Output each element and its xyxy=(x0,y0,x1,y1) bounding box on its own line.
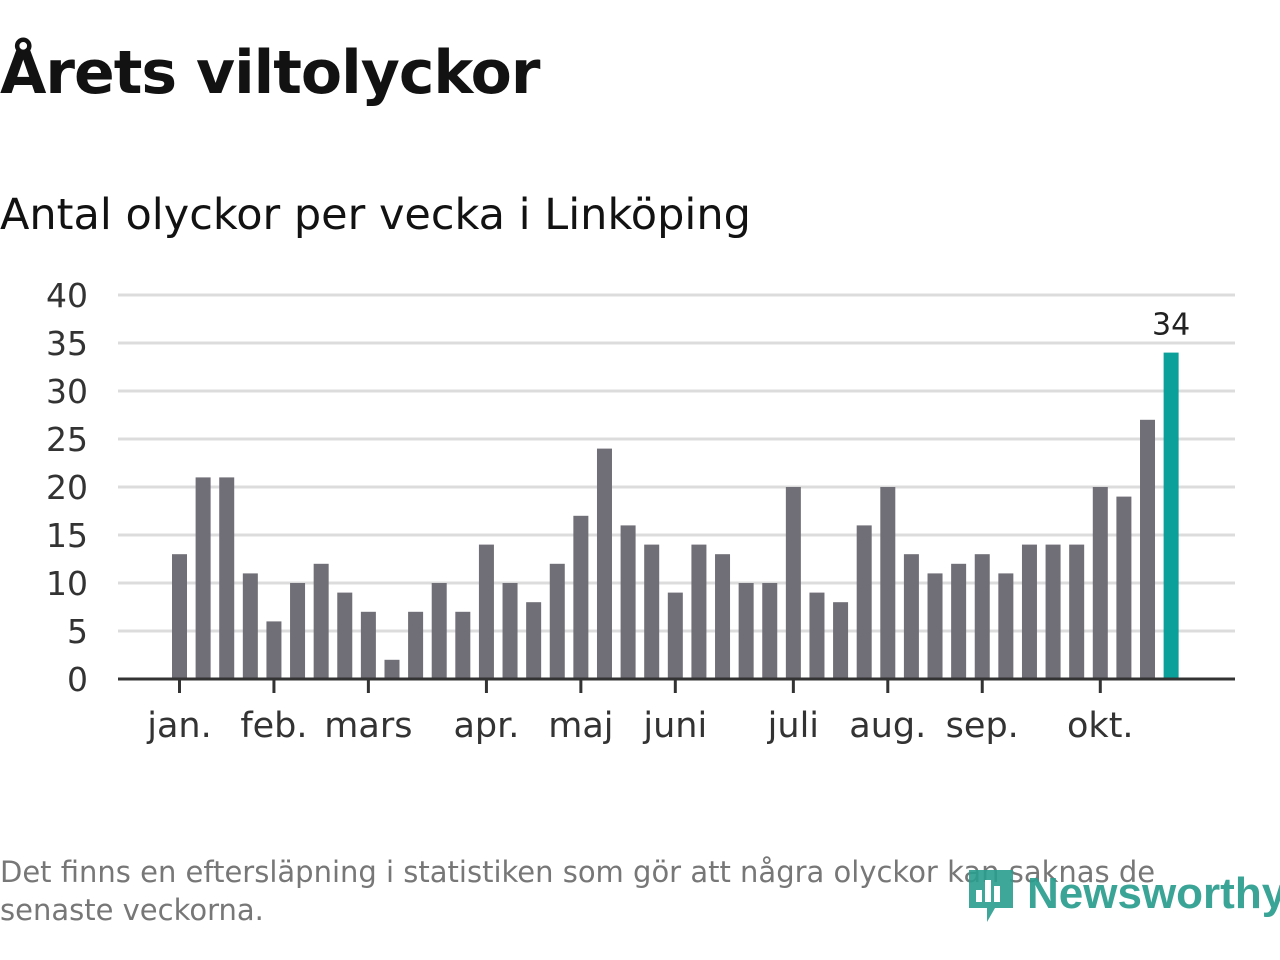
bar-week-13 xyxy=(455,611,471,679)
x-tick-label: jan. xyxy=(146,706,211,746)
bar-week-40 xyxy=(1092,487,1108,679)
bars xyxy=(172,352,1179,679)
bar-week-39 xyxy=(1069,544,1085,679)
bar-week-42 xyxy=(1140,419,1156,679)
y-tick-label: 20 xyxy=(46,468,88,507)
bar-week-37 xyxy=(1021,544,1037,679)
bar-week-7 xyxy=(313,563,329,679)
bar-week-27 xyxy=(785,487,801,679)
bar-week-12 xyxy=(431,583,447,679)
footnote: Det finns en eftersläpning i statistiken… xyxy=(0,855,1156,927)
bar-week-34 xyxy=(951,563,967,679)
bar-week-31 xyxy=(880,487,896,679)
y-tick-label: 5 xyxy=(67,612,88,651)
newsworthy-logo-icon xyxy=(969,870,1013,922)
bar-week-14 xyxy=(478,544,494,679)
y-tick-label: 40 xyxy=(46,276,88,315)
x-tick-label: juli xyxy=(767,706,819,746)
bar-week-3 xyxy=(219,477,235,679)
bar-week-43 xyxy=(1163,352,1179,679)
bar-week-4 xyxy=(242,573,258,679)
bar-week-38 xyxy=(1045,544,1061,679)
bar-week-23 xyxy=(691,544,707,679)
bar-week-15 xyxy=(502,583,518,679)
newsworthy-logo: Newsworthy xyxy=(965,862,1280,926)
y-tick-label: 30 xyxy=(46,372,88,411)
y-tick-label: 0 xyxy=(67,660,88,699)
bar-week-36 xyxy=(998,573,1014,679)
bar-week-21 xyxy=(644,544,660,679)
bar-week-30 xyxy=(856,525,872,679)
bar-week-25 xyxy=(738,583,754,679)
bar-week-10 xyxy=(384,659,400,679)
data-labels: 34 xyxy=(1152,308,1190,343)
bar-week-18 xyxy=(573,515,589,679)
bar-week-28 xyxy=(809,592,825,679)
bar-week-41 xyxy=(1116,496,1132,679)
x-tick-label: feb. xyxy=(240,706,307,746)
brand-name: Newsworthy xyxy=(1027,869,1280,918)
bar-week-5 xyxy=(266,621,282,679)
x-tick-label: aug. xyxy=(849,706,926,746)
gridlines xyxy=(118,293,1235,633)
x-tick-label: juni xyxy=(642,706,707,746)
bar-week-22 xyxy=(667,592,683,679)
bar-week-29 xyxy=(833,602,849,679)
x-tick-label: maj xyxy=(548,706,613,746)
x-tick-label: okt. xyxy=(1067,706,1134,746)
bar-week-20 xyxy=(620,525,636,679)
y-axis-ticks: 0 5 10 15 20 25 30 35 40 xyxy=(46,276,88,699)
bar-week-24 xyxy=(715,554,731,679)
bar-week-19 xyxy=(596,448,612,679)
bar-week-11 xyxy=(408,611,424,679)
bar-week-9 xyxy=(360,611,376,679)
y-tick-label: 25 xyxy=(46,420,88,459)
highlight-data-label: 34 xyxy=(1152,308,1190,343)
bar-week-6 xyxy=(290,583,306,679)
chart-subtitle: Antal olyckor per vecka i Linköping xyxy=(0,190,751,240)
bar-week-1 xyxy=(172,554,187,679)
bar-week-26 xyxy=(762,583,778,679)
bar-week-17 xyxy=(549,563,565,679)
y-tick-label: 15 xyxy=(46,516,88,555)
bar-week-32 xyxy=(903,554,919,679)
x-tick-label: mars xyxy=(324,706,412,746)
bar-week-16 xyxy=(526,602,542,679)
bar-week-35 xyxy=(974,554,990,679)
x-axis-ticks: jan. feb. mars apr. maj juni juli aug. sep. okt. xyxy=(146,679,1134,746)
bar-week-8 xyxy=(337,592,353,679)
bar-week-33 xyxy=(927,573,943,679)
y-tick-label: 35 xyxy=(46,324,88,363)
chart-title: Årets viltolyckor xyxy=(0,38,540,108)
x-tick-label: apr. xyxy=(453,706,519,746)
bar-week-2 xyxy=(195,477,211,679)
x-tick-label: sep. xyxy=(946,706,1019,746)
y-tick-label: 10 xyxy=(46,564,88,603)
